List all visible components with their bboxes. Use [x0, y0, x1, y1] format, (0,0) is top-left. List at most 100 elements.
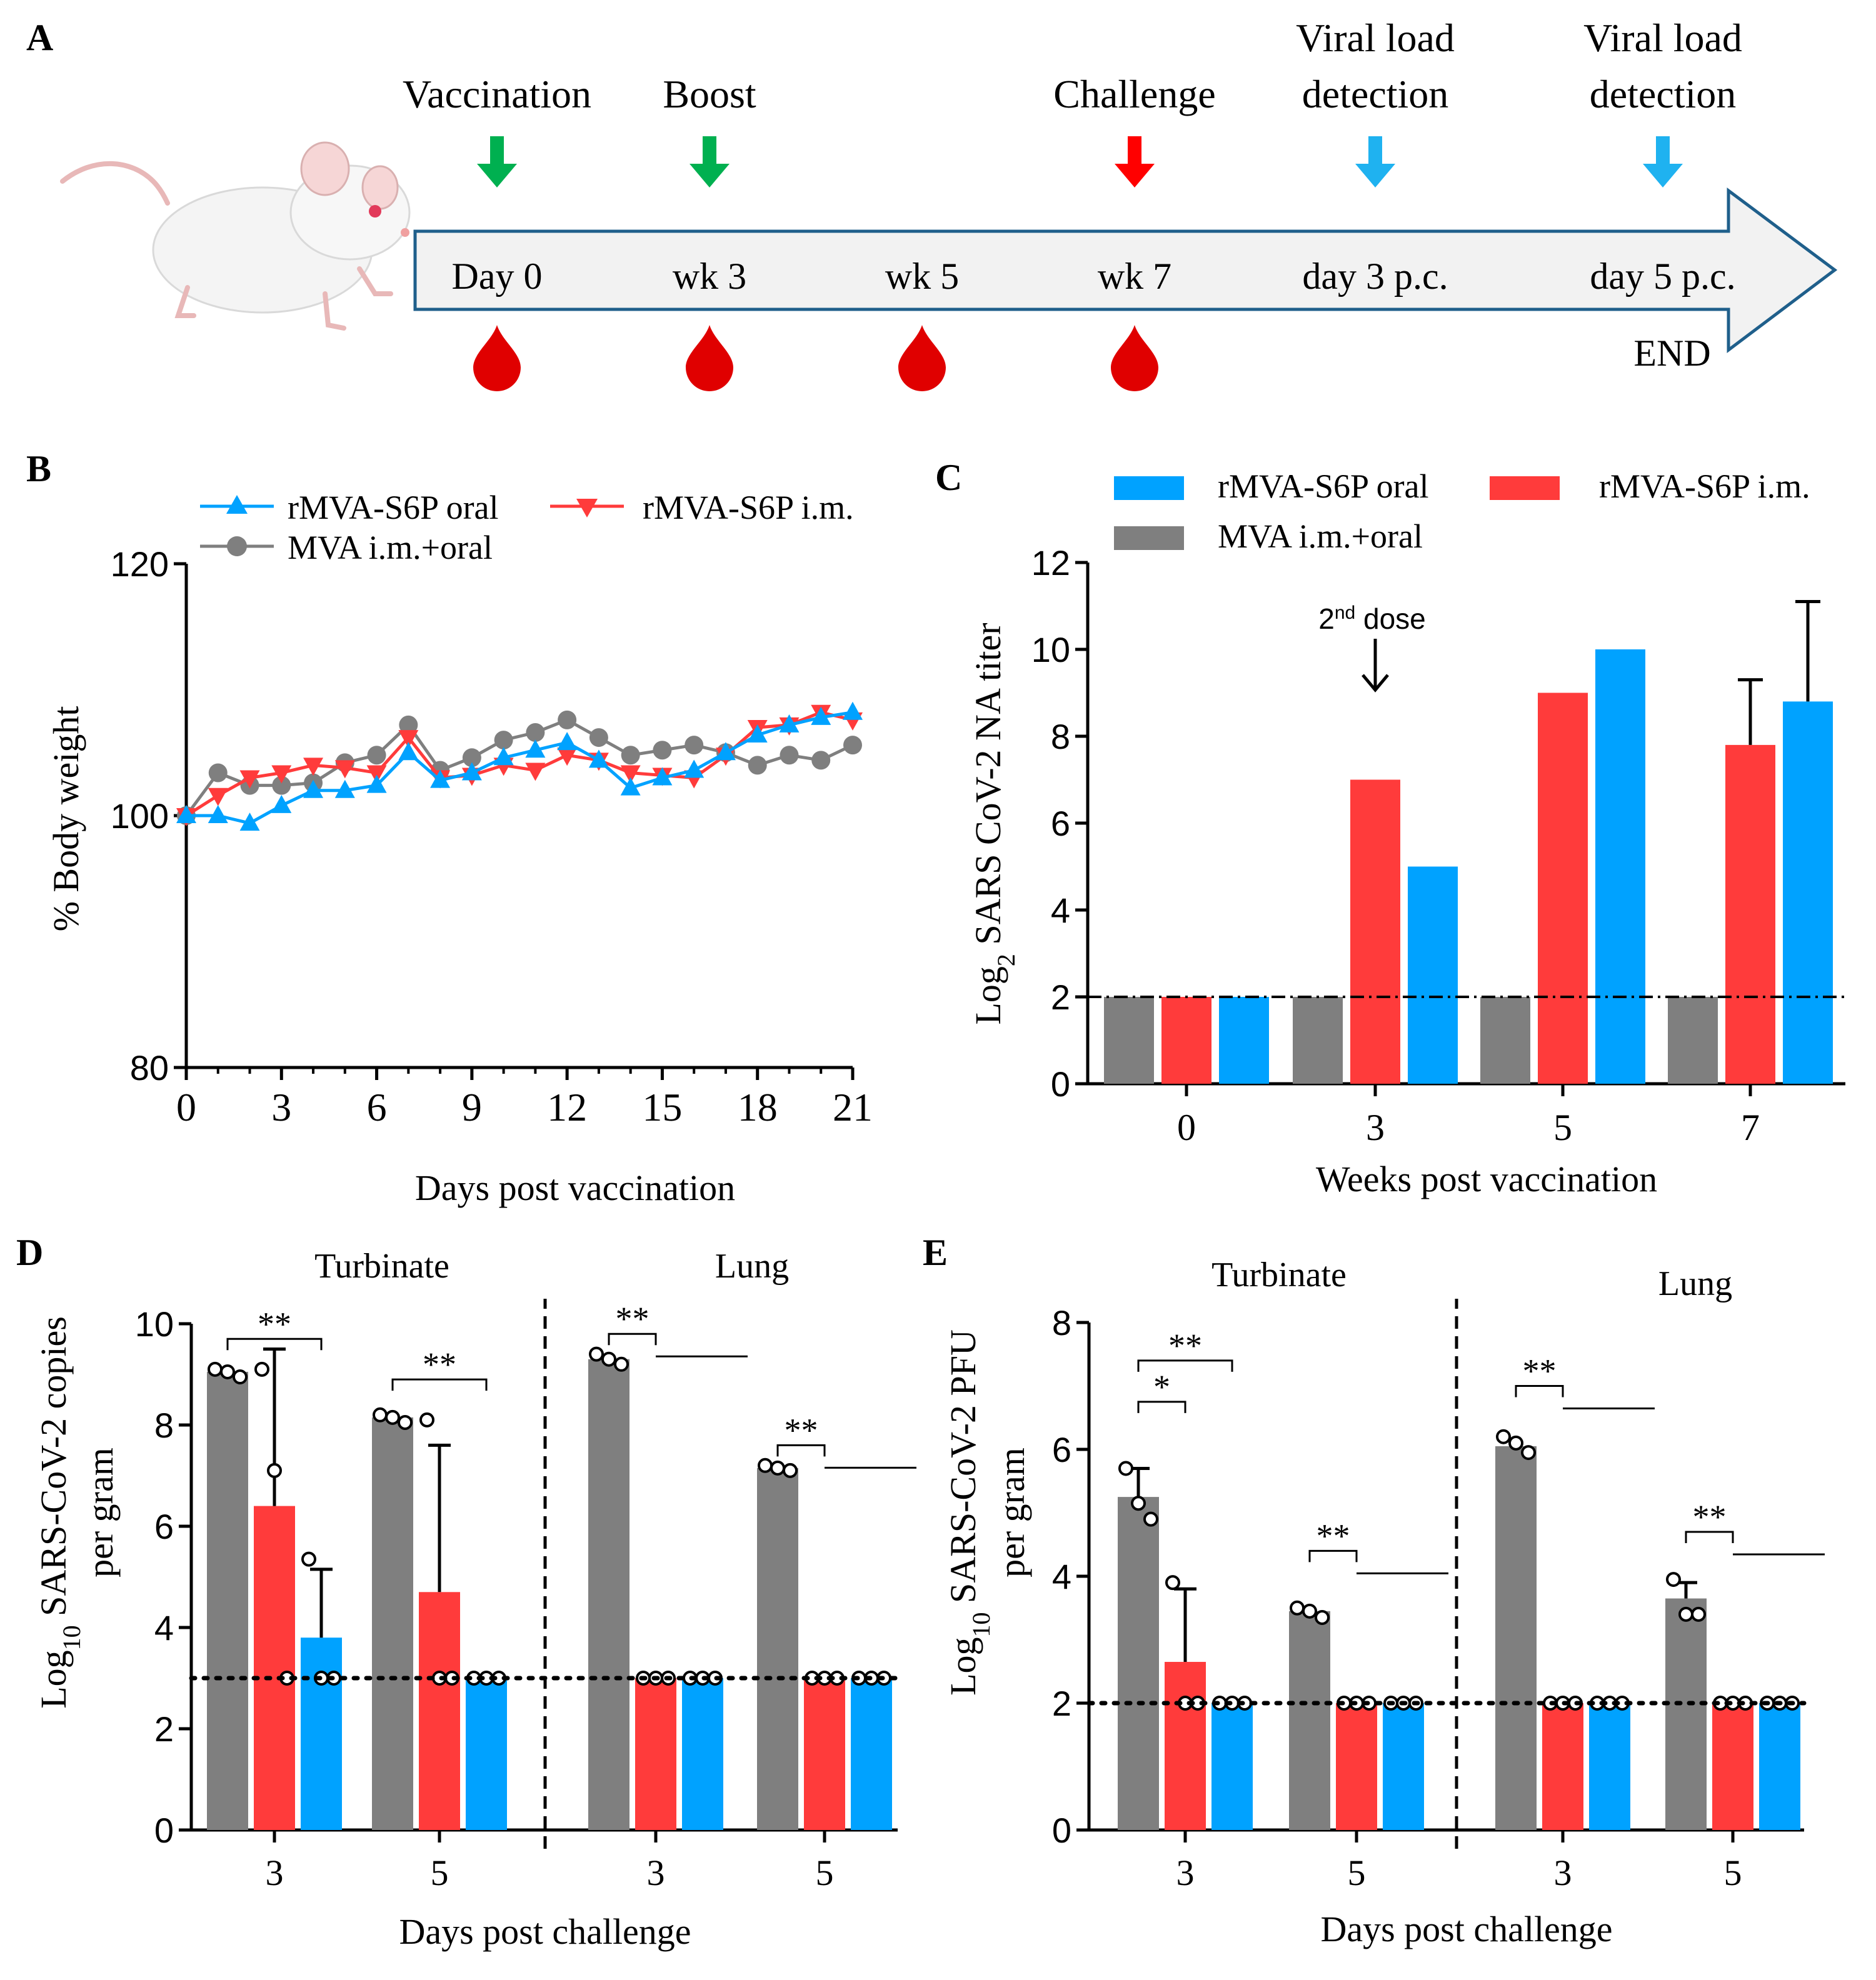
marker-blue: [747, 724, 768, 743]
arrow-shaft: [1656, 136, 1670, 168]
blood-drop-icon: [1111, 325, 1158, 391]
marker-blue: [430, 769, 451, 788]
marker-red: [398, 730, 419, 749]
data-point: [233, 1369, 248, 1385]
series-line-blue: [186, 711, 853, 825]
arrow-head: [1355, 164, 1395, 188]
marker-gray: [208, 763, 228, 782]
legend-marker-gray: [227, 536, 247, 556]
timeline-point-5: day 5 p.c.: [1590, 256, 1735, 297]
significance-bracket: [608, 1332, 657, 1346]
marker-blue: [271, 794, 292, 813]
marker-blue: [176, 805, 196, 823]
bar-gray: [757, 1468, 798, 1830]
significance-label: **: [616, 1300, 650, 1338]
data-point: [373, 1407, 388, 1422]
data-point: [419, 1412, 434, 1428]
legend-swatch-blue: [1114, 476, 1184, 500]
bar-blue: [1211, 1703, 1253, 1830]
panel-label-a: A: [26, 17, 53, 58]
timeline-label-2: Challenge: [1053, 72, 1215, 116]
data-point: [220, 1364, 235, 1379]
data-point: [1143, 1511, 1158, 1527]
panel-label-c: C: [935, 457, 962, 498]
timeline-arrow: [413, 188, 1838, 354]
x-tick-label: 7: [1741, 1107, 1760, 1148]
bar-red: [254, 1506, 295, 1830]
panel-b-body-weight: 0 3 6 9 12 15 18 21 80 100 120 Days post vaccinatio…: [46, 489, 873, 1208]
legend-label: rMVA-S6P i.m.: [643, 489, 854, 526]
timeline-point-4: day 3 p.c.: [1302, 256, 1448, 297]
panel-d-copies: 0 2 4 6 8 10 3 5 3 5 ** ** ** ** Turbinate Lung Days pos…: [33, 1247, 916, 1952]
bar-gray: [1289, 1611, 1330, 1830]
marker-blue: [398, 742, 419, 761]
timeline-point-1: wk 3: [673, 256, 746, 297]
marker-blue: [843, 701, 863, 720]
data-point: [1315, 1609, 1330, 1625]
bar-blue: [1219, 997, 1269, 1084]
data-point: [1496, 1429, 1511, 1444]
data-point: [254, 1361, 269, 1377]
series-line-red: [185, 711, 853, 818]
arrow-head: [1643, 164, 1683, 188]
arrow-shaft: [703, 136, 716, 168]
x-tick-label: 15: [642, 1085, 682, 1129]
marker-gray: [558, 710, 577, 729]
marker-red: [620, 765, 641, 784]
y-tick-label: 8: [154, 1406, 174, 1445]
marker-blue: [493, 747, 514, 766]
timeline-label-4-line1: Viral load: [1583, 16, 1742, 60]
marker-blue: [779, 714, 800, 732]
marker-gray: [462, 748, 481, 768]
bar-red: [1350, 779, 1400, 1084]
x-axis-label: Days post vaccination: [415, 1168, 735, 1208]
data-point: [589, 1346, 604, 1362]
legend-swatch-red: [1490, 476, 1560, 500]
bar-gray: [1480, 997, 1530, 1084]
timeline-label-4-line2: detection: [1590, 72, 1737, 116]
marker-gray: [621, 746, 640, 765]
significance-bracket: [1515, 1385, 1564, 1398]
legend-label: MVA i.m.+oral: [1218, 518, 1423, 555]
series-line-gray: [184, 718, 854, 817]
panel-label-b: B: [26, 448, 51, 489]
marker-gray: [494, 731, 513, 750]
bar-gray: [1118, 1497, 1159, 1830]
marker-blue: [684, 759, 705, 778]
green-arrow-icon: [690, 136, 730, 188]
significance-label: **: [1693, 1498, 1727, 1536]
marker-red: [525, 762, 546, 781]
blood-drop-icon: [898, 325, 946, 391]
marker-blue: [620, 777, 641, 796]
y-axis-label-line2: per gram: [991, 1448, 1032, 1578]
x-tick-label: 0: [176, 1085, 196, 1129]
bar-blue: [1595, 649, 1645, 1084]
section-label-lung: Lung: [1658, 1264, 1732, 1303]
panel-c-na-titer: 0 2 4 6 8 10 12 0 3 5 7 2nd dose Weeks post vaccinat…: [968, 468, 1845, 1199]
x-tick-label: 3: [647, 1852, 665, 1893]
x-tick-label: 3: [271, 1085, 291, 1129]
marker-blue: [334, 779, 355, 798]
arrow-head: [477, 164, 517, 188]
data-point: [1678, 1606, 1693, 1622]
data-point: [1508, 1435, 1523, 1451]
significance-label: **: [423, 1346, 456, 1383]
bar-red: [419, 1592, 460, 1830]
data-point: [1666, 1572, 1681, 1588]
y-tick-label: 6: [1051, 804, 1070, 843]
data-point: [601, 1351, 616, 1367]
x-tick-label: 3: [1366, 1107, 1385, 1148]
y-tick-label: 8: [1052, 1303, 1071, 1342]
marker-red: [557, 748, 578, 766]
bar-blue: [1383, 1703, 1424, 1830]
marker-gray: [843, 736, 862, 755]
marker-red: [366, 765, 387, 784]
red-arrow-icon: [1115, 136, 1155, 188]
y-tick-label: 0: [1052, 1811, 1071, 1850]
y-tick-label: 6: [1052, 1430, 1071, 1469]
timeline-label-3-line1: Viral load: [1296, 16, 1455, 60]
y-tick-label: 80: [130, 1048, 169, 1088]
y-tick-label: 12: [1031, 543, 1070, 582]
y-axis-label: Log10 SARS-CoV-2 PFU: [943, 1329, 995, 1696]
arrow-shaft: [490, 136, 504, 168]
